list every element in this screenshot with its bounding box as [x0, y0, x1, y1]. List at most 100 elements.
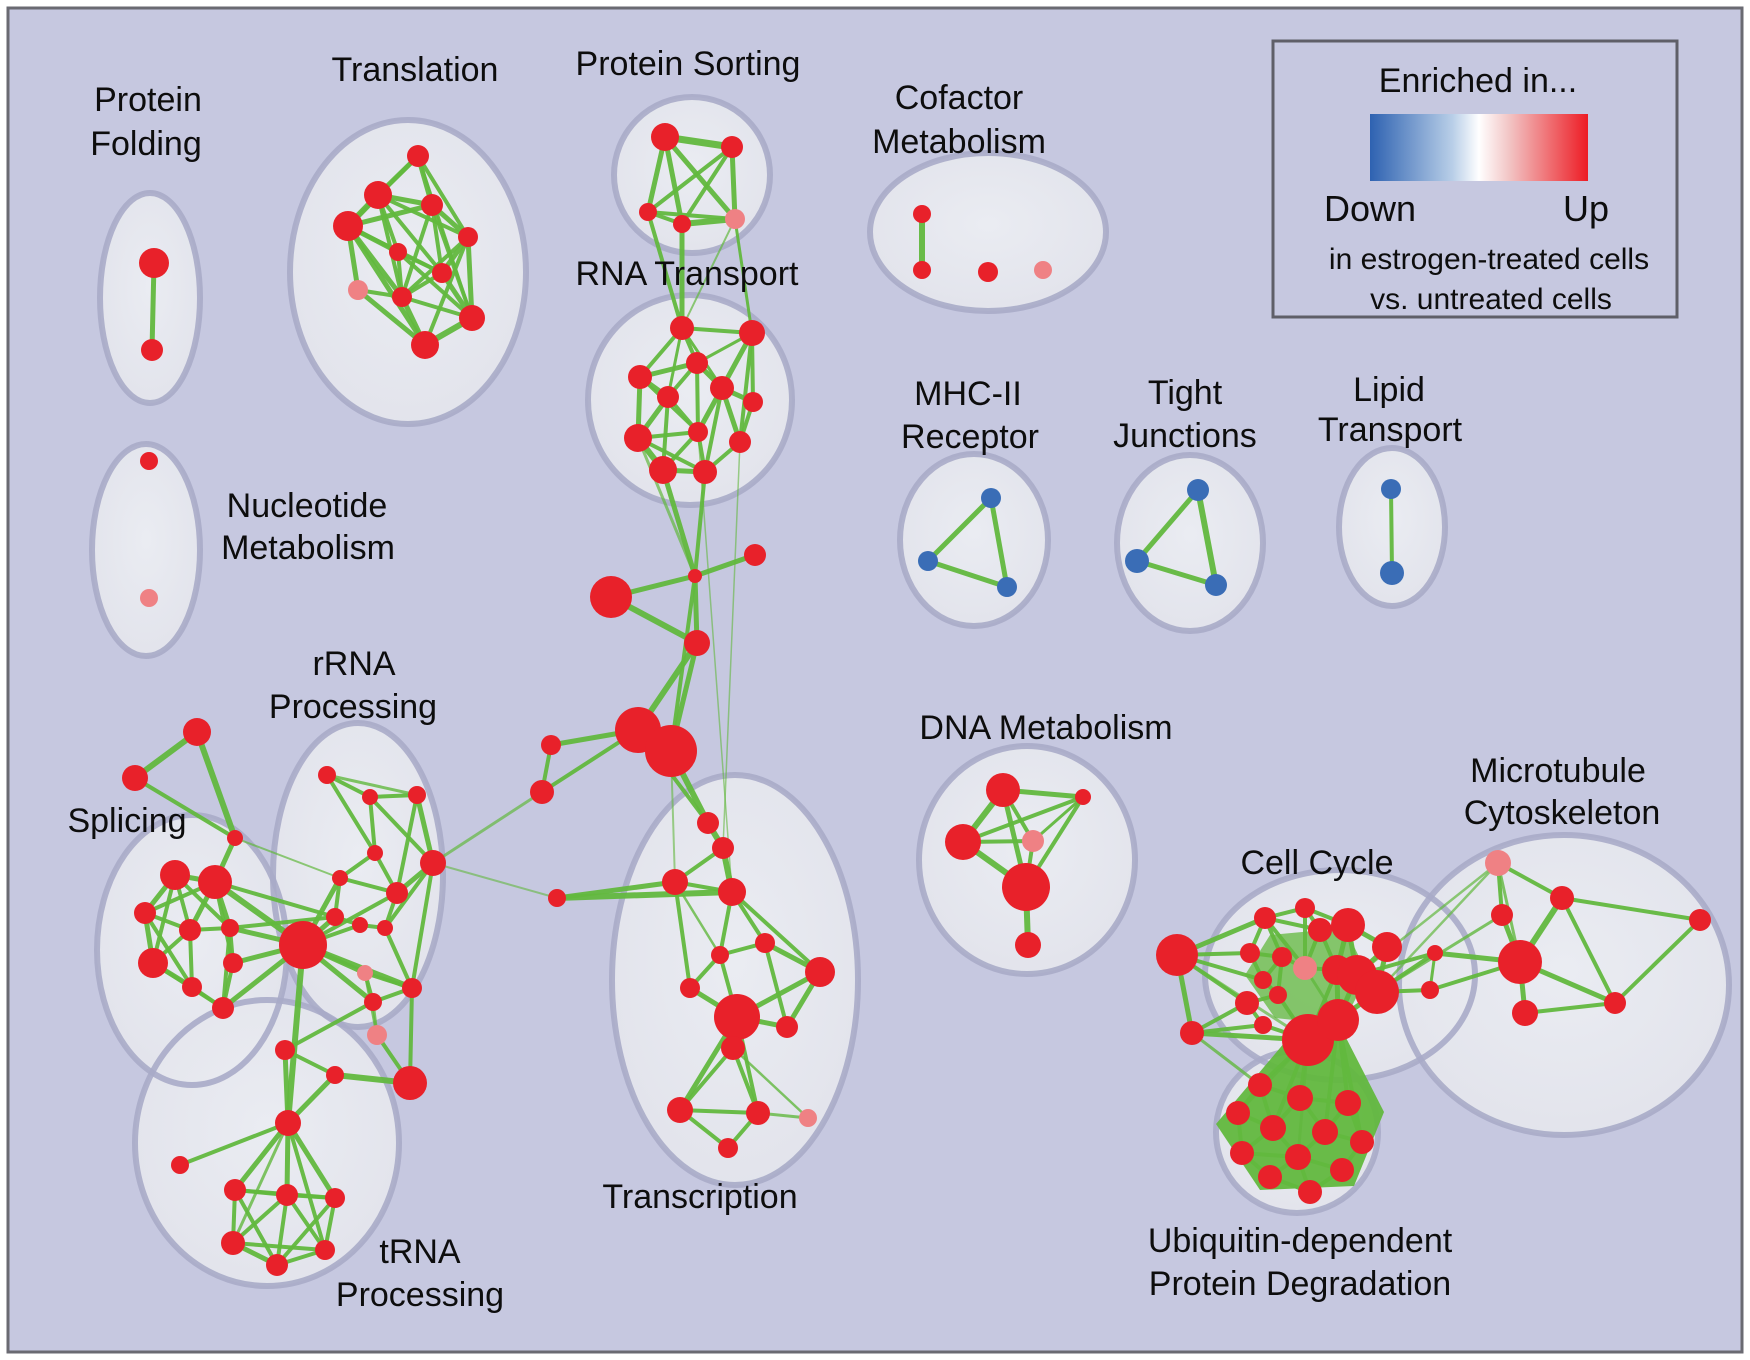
edge-mh1-mh3 — [988, 495, 1010, 590]
node-rr9 — [352, 917, 368, 933]
node-st3 — [227, 830, 243, 846]
node-ch3 — [590, 576, 632, 618]
node-rr5 — [332, 870, 348, 886]
edge-rt12-ch2 — [693, 470, 707, 578]
node-mtP — [1485, 850, 1511, 876]
node-sp1 — [160, 860, 190, 890]
node-tc9 — [721, 1036, 745, 1060]
node-tc13 — [718, 1138, 738, 1158]
cluster-label-14: Metabolism — [221, 529, 395, 567]
cluster-ellipse-border-rrna-processing — [270, 720, 446, 1030]
node-tr2 — [364, 181, 392, 209]
node-tr4 — [333, 211, 363, 241]
node-ub10 — [1258, 1165, 1282, 1189]
edge-tj1-tj3 — [1195, 487, 1219, 588]
node-cm1 — [913, 205, 931, 223]
edge-rr2-rr7 — [368, 795, 435, 865]
node-tc2 — [712, 837, 734, 859]
edge-mtP-cc13 — [1375, 861, 1500, 994]
node-spa — [541, 735, 561, 755]
cluster-ellipse-translation — [290, 120, 526, 424]
edge-tc3-tc7 — [673, 880, 692, 990]
cluster-label-13: Nucleotide — [227, 487, 388, 525]
edge-dm2-dm3 — [961, 795, 1085, 844]
node-st2 — [122, 765, 148, 791]
edge-tg1-tg5 — [285, 1120, 338, 1201]
node-lt1 — [1381, 479, 1401, 499]
node-pf2 — [141, 339, 163, 361]
node-tc3 — [662, 869, 688, 895]
node-tj1 — [1187, 479, 1209, 501]
node-mt6 — [1512, 1000, 1538, 1026]
node-tc12 — [799, 1109, 817, 1127]
node-rt1 — [670, 316, 694, 340]
cluster-label-26: Protein Degradation — [1149, 1265, 1451, 1303]
cluster-label-11: Lipid — [1353, 371, 1425, 409]
edge-ps1-ps4 — [662, 134, 685, 227]
edge-ps5-rt1 — [681, 218, 736, 329]
edge-ccL2-ub1 — [1190, 1031, 1262, 1087]
node-nm1 — [140, 452, 158, 470]
node-tg3 — [224, 1179, 246, 1201]
node-x4 — [393, 1066, 427, 1100]
node-tc5 — [711, 946, 729, 964]
edge-tc3-tc5 — [673, 880, 722, 957]
edge-rr13-x1 — [283, 1000, 375, 1052]
edge-rt2-rt10 — [738, 331, 754, 444]
node-tj2 — [1125, 549, 1149, 573]
node-tg2 — [171, 1156, 189, 1174]
node-tc7 — [680, 978, 700, 998]
edge-mt1-mt5 — [1560, 896, 1617, 1005]
cluster-label-5: Metabolism — [872, 123, 1046, 161]
edge-mt1-mt8 — [1560, 896, 1702, 922]
edge-tcl-rr7 — [432, 862, 558, 899]
edge-rt6-rt12 — [703, 386, 724, 474]
node-ub12 — [1298, 1180, 1322, 1204]
node-cc13 — [1355, 970, 1399, 1014]
node-tcl — [548, 889, 566, 907]
node-ps1 — [651, 123, 679, 151]
node-rt2 — [739, 320, 765, 346]
edge-rr1-rr3 — [325, 773, 419, 797]
node-sp7 — [182, 977, 202, 997]
edge-rr2-rr4 — [368, 795, 377, 855]
node-rt11 — [649, 456, 677, 484]
edge-tc6-tc8 — [763, 941, 789, 1029]
cluster-ellipse-border-transcription — [609, 772, 861, 1188]
node-tg8 — [315, 1240, 335, 1260]
node-tr3 — [421, 194, 443, 216]
node-pf1 — [139, 248, 169, 278]
node-tc10 — [667, 1097, 693, 1123]
cluster-label-1: Folding — [90, 125, 202, 163]
edge-tc10-tc11 — [678, 1108, 760, 1115]
cluster-label-4: Cofactor — [895, 79, 1024, 117]
cluster-ellipse-border-translation — [287, 117, 529, 427]
node-mt8 — [1689, 909, 1711, 931]
node-ub4 — [1335, 1090, 1361, 1116]
node-cm3 — [978, 262, 998, 282]
edge-mh2-mh3 — [925, 558, 1010, 590]
cluster-ellipse-border-dna-metabolism — [916, 743, 1138, 977]
node-tc6 — [755, 933, 775, 953]
node-tcH — [714, 994, 760, 1040]
node-ch4 — [684, 630, 710, 656]
node-rr3 — [408, 786, 426, 804]
edge-rr1-rr4 — [325, 773, 377, 855]
node-cm2 — [913, 261, 931, 279]
cluster-label-18: tRNA — [379, 1233, 461, 1271]
node-tc14 — [805, 957, 835, 987]
node-cc2 — [1295, 898, 1315, 918]
edge-tr3-tr10 — [430, 203, 474, 320]
node-sp5 — [221, 919, 239, 937]
node-mh1 — [981, 488, 1001, 508]
node-ub3 — [1226, 1101, 1250, 1125]
edge-rr10-rr12 — [383, 926, 414, 990]
node-cc4 — [1331, 908, 1365, 942]
edge-tr1-tr5 — [416, 154, 470, 239]
node-nm2 — [140, 589, 158, 607]
edge-tg4-tg8 — [285, 1193, 327, 1252]
legend-subline-1: in estrogen-treated cells — [1329, 243, 1649, 276]
edge-tcl-tc4 — [554, 889, 735, 901]
edge-tj1-tj2 — [1134, 487, 1201, 564]
